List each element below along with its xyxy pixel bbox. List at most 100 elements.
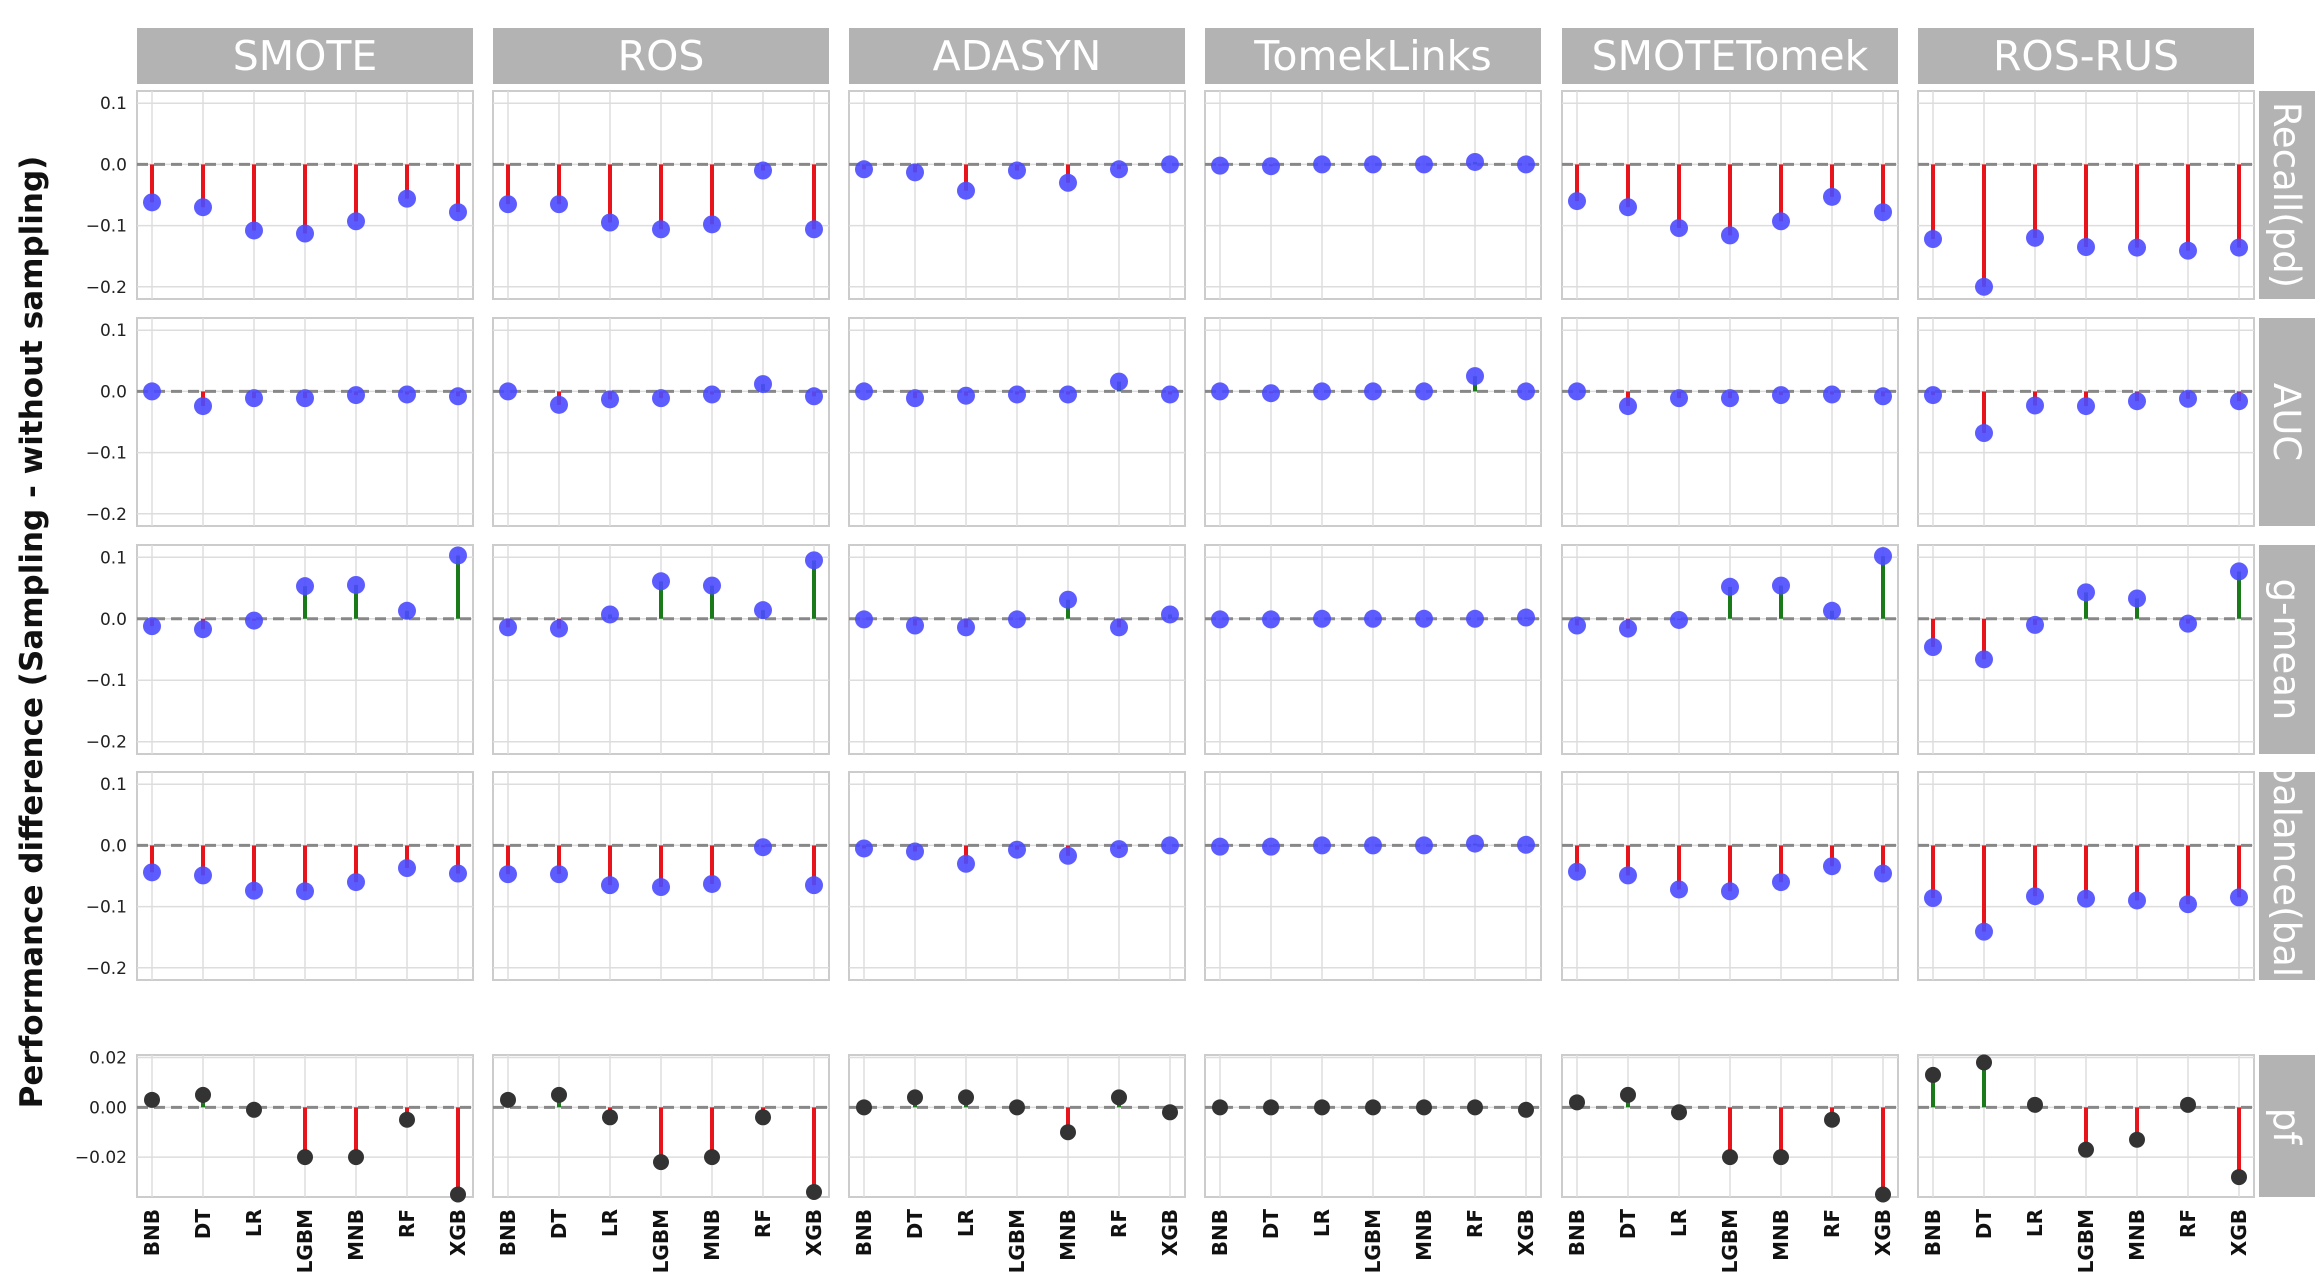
facet-panel bbox=[1917, 544, 2255, 755]
data-point bbox=[652, 220, 670, 239]
facet-panel: BNB DT LR LGBM MNB RF XGB bbox=[1917, 1054, 2255, 1273]
x-tick-label: LR bbox=[242, 1209, 266, 1237]
data-point bbox=[652, 878, 670, 897]
x-tick-label: DT bbox=[1972, 1209, 1996, 1240]
data-point bbox=[1110, 618, 1128, 637]
x-tick-label: XGB bbox=[446, 1209, 470, 1256]
data-point bbox=[1466, 367, 1484, 386]
plot-layer: SMOTE ROS ADASYN TomekLinks SMOTETomek ROS-RU… bbox=[75, 28, 2315, 1273]
data-point bbox=[245, 881, 263, 900]
data-point bbox=[246, 1101, 262, 1118]
x-tick-label: XGB bbox=[1514, 1209, 1538, 1256]
column-strip: TomekLinks bbox=[1205, 28, 1541, 84]
data-point bbox=[1975, 922, 1993, 941]
data-point bbox=[602, 1109, 618, 1126]
data-point bbox=[143, 863, 161, 882]
x-tick-label: MNB bbox=[344, 1209, 368, 1261]
data-point bbox=[855, 382, 873, 401]
x-tick-label: DT bbox=[1259, 1209, 1283, 1240]
data-point bbox=[1670, 610, 1688, 629]
data-point bbox=[1008, 161, 1026, 180]
facet-panel bbox=[848, 544, 1186, 755]
x-tick-label: MNB bbox=[1056, 1209, 1080, 1261]
data-point bbox=[398, 601, 416, 620]
data-point bbox=[348, 1149, 364, 1166]
x-tick-label: DT bbox=[903, 1209, 927, 1240]
data-point bbox=[347, 873, 365, 892]
data-point bbox=[296, 577, 314, 596]
data-point bbox=[1313, 609, 1331, 628]
data-point bbox=[754, 838, 772, 857]
data-point bbox=[703, 385, 721, 404]
y-axis-label: Performance difference (Sampling - witho… bbox=[14, 156, 50, 1109]
data-point bbox=[1517, 155, 1535, 174]
x-tick-label: BNB bbox=[852, 1209, 876, 1256]
row-strip: Recall(pd) bbox=[2259, 91, 2315, 299]
x-tick-label: RF bbox=[2176, 1209, 2200, 1238]
data-point bbox=[2128, 392, 2146, 411]
data-point bbox=[1772, 576, 1790, 595]
data-point bbox=[449, 203, 467, 222]
data-point bbox=[1110, 840, 1128, 859]
facet-panel bbox=[1561, 771, 1899, 981]
x-tick-label: DT bbox=[547, 1209, 571, 1240]
data-point bbox=[1975, 650, 1993, 669]
data-point bbox=[398, 189, 416, 208]
data-point bbox=[2230, 238, 2248, 257]
x-tick-label: XGB bbox=[1158, 1209, 1182, 1256]
data-point bbox=[296, 224, 314, 243]
data-point bbox=[1568, 382, 1586, 401]
data-point bbox=[1721, 226, 1739, 245]
data-point bbox=[1924, 386, 1942, 405]
x-tick-label: LR bbox=[598, 1209, 622, 1237]
data-point bbox=[1823, 187, 1841, 206]
data-point bbox=[1721, 882, 1739, 901]
y-tick-label: −0.02 bbox=[75, 1148, 127, 1168]
data-point bbox=[1415, 155, 1433, 174]
data-point bbox=[2026, 396, 2044, 415]
x-tick-label: BNB bbox=[1565, 1209, 1589, 1256]
data-point bbox=[1364, 609, 1382, 628]
data-point bbox=[1874, 547, 1892, 566]
data-point bbox=[1619, 866, 1637, 885]
y-tick-label: 0.0 bbox=[100, 836, 127, 856]
data-point bbox=[1059, 173, 1077, 192]
data-point bbox=[194, 620, 212, 639]
data-point bbox=[957, 386, 975, 405]
column-strip-bg bbox=[1205, 28, 1541, 84]
data-point bbox=[1364, 382, 1382, 401]
data-point bbox=[1824, 1111, 1840, 1128]
facet-panel: 0.02 0.00 −0.02 BNB DT LR LGBM MNB RF XGB bbox=[75, 1048, 474, 1273]
y-tick-label: −0.1 bbox=[86, 898, 127, 918]
data-point bbox=[958, 1089, 974, 1106]
x-tick-label: BNB bbox=[1208, 1209, 1232, 1256]
data-point bbox=[855, 160, 873, 179]
y-tick-label: 0.0 bbox=[100, 610, 127, 630]
data-point bbox=[1517, 608, 1535, 627]
facet-panel: 0.1 0.0 −0.1 −0.2 bbox=[86, 544, 474, 755]
data-point bbox=[2230, 888, 2248, 907]
data-point bbox=[1009, 1099, 1025, 1116]
facet-panel bbox=[1204, 544, 1542, 755]
x-tick-label: MNB bbox=[1412, 1209, 1436, 1261]
y-tick-label: 0.0 bbox=[100, 155, 127, 175]
data-point bbox=[1975, 277, 1993, 296]
data-point bbox=[806, 1184, 822, 1201]
facet-panel bbox=[492, 771, 830, 981]
data-point bbox=[1875, 1186, 1891, 1203]
data-point bbox=[195, 1086, 211, 1103]
data-point bbox=[1924, 889, 1942, 908]
facet-panel bbox=[1204, 317, 1542, 527]
facet-panel: 0.1 0.0 −0.1 −0.2 bbox=[86, 771, 474, 981]
data-point bbox=[143, 193, 161, 212]
data-point bbox=[906, 842, 924, 861]
data-point bbox=[957, 618, 975, 637]
y-tick-label: 0.0 bbox=[100, 382, 127, 402]
data-point bbox=[1262, 610, 1280, 629]
data-point bbox=[1975, 424, 1993, 443]
row-strip-bg bbox=[2259, 91, 2315, 299]
data-point bbox=[1211, 837, 1229, 856]
x-tick-label: LGBM bbox=[649, 1209, 673, 1273]
data-point bbox=[1568, 616, 1586, 635]
data-point bbox=[1568, 192, 1586, 211]
